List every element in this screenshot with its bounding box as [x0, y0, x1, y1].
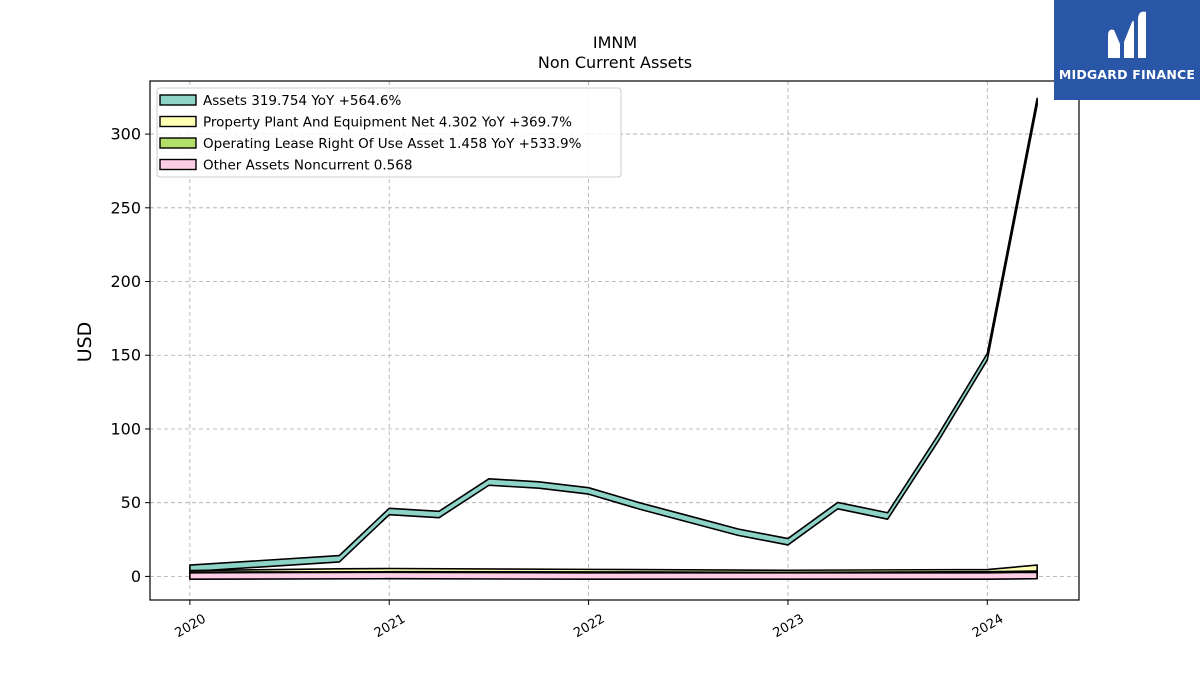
series-area-0 [189, 97, 1038, 573]
series-area-3 [189, 571, 1038, 580]
legend-swatch [159, 115, 197, 128]
y-tick-label: 50 [121, 493, 141, 512]
y-tick-label: 200 [110, 272, 141, 291]
legend-swatch [159, 137, 197, 149]
y-tick-label: 250 [110, 198, 141, 217]
x-tick-label: 2022 [571, 612, 607, 642]
y-tick-label: 150 [110, 346, 141, 365]
brand-name: MIDGARD FINANCE [1058, 67, 1196, 82]
y-tick-label: 0 [131, 567, 141, 586]
y-axis-label: USD [74, 322, 96, 363]
legend-entry: Property Plant And Equipment Net 4.302 Y… [203, 115, 572, 131]
chart-title: IMNM [593, 33, 637, 52]
series-areas [189, 97, 1038, 580]
midgard-m-logo-icon [1108, 11, 1146, 59]
legend-swatch [159, 158, 197, 171]
x-tick-label: 2020 [173, 612, 209, 642]
plot-frame [149, 80, 1080, 601]
x-tick-label: 2024 [970, 612, 1006, 642]
legend-swatch [159, 94, 197, 106]
legend-entry: Other Assets Noncurrent 0.568 [203, 158, 412, 174]
legend-entry: Assets 319.754 YoY +564.6% [203, 93, 402, 109]
x-tick-label: 2023 [771, 612, 807, 642]
legend-box [156, 87, 622, 178]
legend-entry: Operating Lease Right Of Use Asset 1.458… [203, 136, 582, 152]
legend: Assets 319.754 YoY +564.6% Property Plant… [156, 87, 622, 178]
y-tick-label: 100 [110, 419, 141, 438]
brand-logo: MIDGARD FINANCE [1054, 0, 1200, 100]
x-tick-label: 2021 [372, 612, 408, 642]
y-tick-label: 300 [110, 125, 141, 144]
chart-subtitle: Non Current Assets [538, 53, 692, 72]
